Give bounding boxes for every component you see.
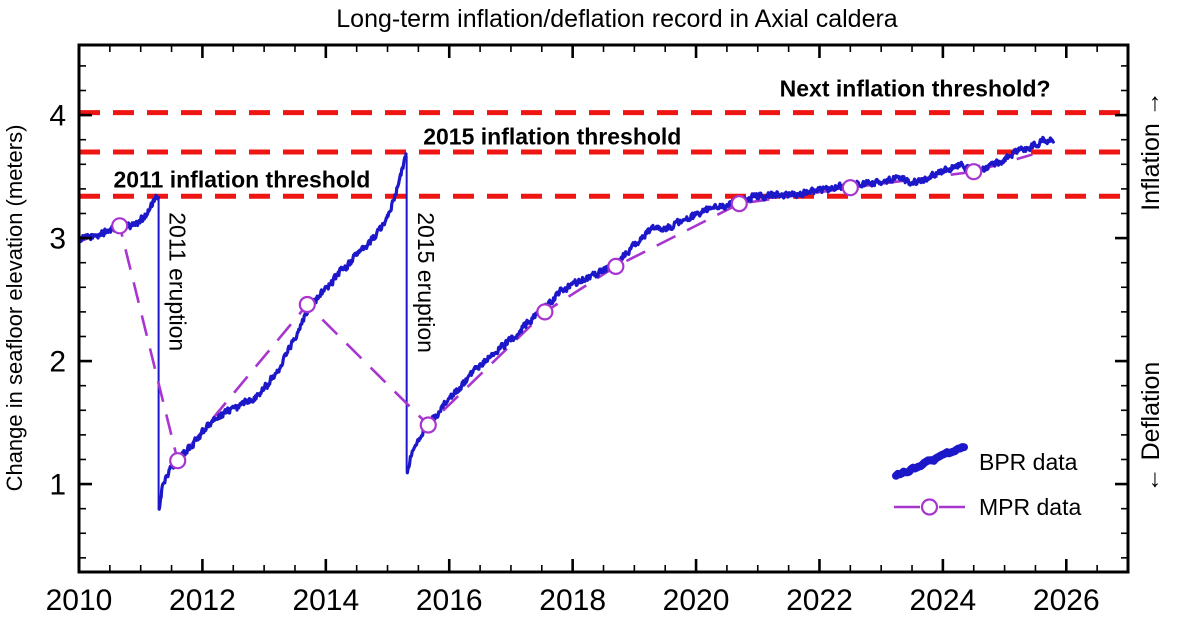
mpr-marker-4 <box>419 416 437 434</box>
eruption-label-2015: 2015 eruption <box>413 212 439 353</box>
data-series-group <box>77 135 1055 511</box>
mpr-marker-7 <box>730 195 748 213</box>
legend-mpr-label: MPR data <box>979 494 1081 520</box>
x-tick-label: 2014 <box>292 584 359 617</box>
y-tick-label: 3 <box>49 223 66 256</box>
y-tick-label: 4 <box>49 100 66 133</box>
inflation-direction-label: Inflation → <box>1137 91 1165 211</box>
y-axis-label: Change in seafloor elevation (meters) <box>2 125 27 492</box>
mpr-marker-9 <box>965 163 983 181</box>
mpr-marker-5 <box>536 303 554 321</box>
x-tick-label: 2016 <box>416 584 483 617</box>
legend-mpr-marker <box>920 498 939 516</box>
x-tick-label: 2012 <box>169 584 236 617</box>
y-tick-label: 1 <box>49 469 66 502</box>
x-tick-label: 2018 <box>539 584 606 617</box>
mpr-marker-8 <box>841 179 859 197</box>
legend-bpr-label: BPR data <box>979 449 1078 475</box>
eruption-label-2011: 2011 eruption <box>165 212 191 351</box>
mpr-marker-6 <box>607 257 625 275</box>
legend: BPR data MPR data <box>892 443 1081 520</box>
bpr-line-segment-2 <box>405 135 1055 475</box>
x-tick-label: 2022 <box>786 584 853 617</box>
deflation-direction-label: ← Deflation <box>1137 362 1165 493</box>
bpr-line-segment-1 <box>157 152 408 511</box>
mpr-marker-2 <box>169 452 187 470</box>
plot-frame <box>77 43 1130 574</box>
x-tick-label: 2020 <box>663 584 730 617</box>
x-tick-label: 2024 <box>910 584 977 617</box>
y-tick-label: 2 <box>49 346 66 379</box>
mpr-marker-1 <box>111 217 129 235</box>
x-tick-label: 2026 <box>1033 584 1100 617</box>
threshold-lines-group <box>79 110 1128 199</box>
threshold-label-next: Next inflation threshold? <box>780 76 1051 102</box>
chart-title: Long-term inflation/deflation record in … <box>336 5 898 33</box>
mpr-marker-3 <box>298 295 316 314</box>
threshold-label-2015: 2015 inflation threshold <box>423 124 681 150</box>
x-tick-label: 2010 <box>46 584 113 617</box>
legend-bpr-swatch <box>892 443 968 480</box>
threshold-label-2011: 2011 inflation threshold <box>113 167 370 193</box>
